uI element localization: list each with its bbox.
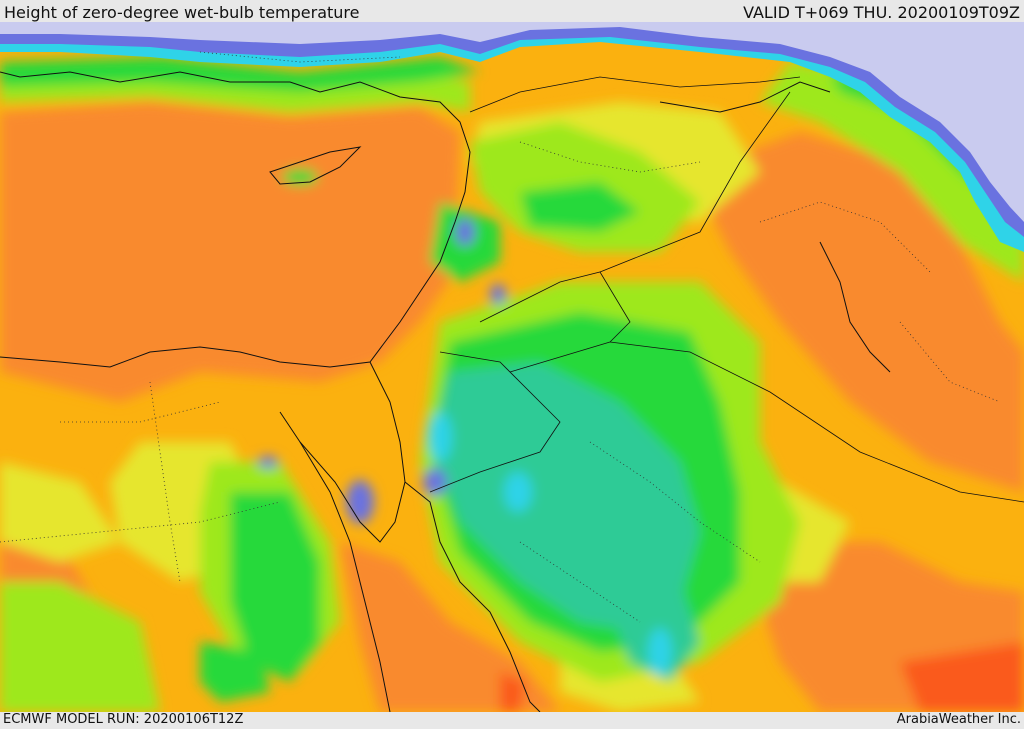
credit-text: ArabiaWeather Inc. — [896, 712, 1021, 727]
header-bar: Height of zero-degree wet-bulb temperatu… — [0, 0, 1024, 22]
country-borders — [429, 76, 1024, 503]
coastlines — [0, 71, 891, 712]
contour-field — [0, 57, 1024, 712]
footer-bar: ECMWF MODEL RUN: 20200106T12Z ArabiaWeat… — [0, 712, 1024, 729]
map-title: Height of zero-degree wet-bulb temperatu… — [4, 3, 360, 22]
model-run: ECMWF MODEL RUN: 20200106T12Z — [3, 712, 244, 727]
forecast-map[interactable] — [0, 22, 1024, 712]
map-canvas — [0, 22, 1024, 712]
province-borders — [0, 51, 1001, 623]
valid-time: VALID T+069 THU. 20200109T09Z — [743, 3, 1020, 22]
northern-cold-band — [0, 22, 1024, 252]
